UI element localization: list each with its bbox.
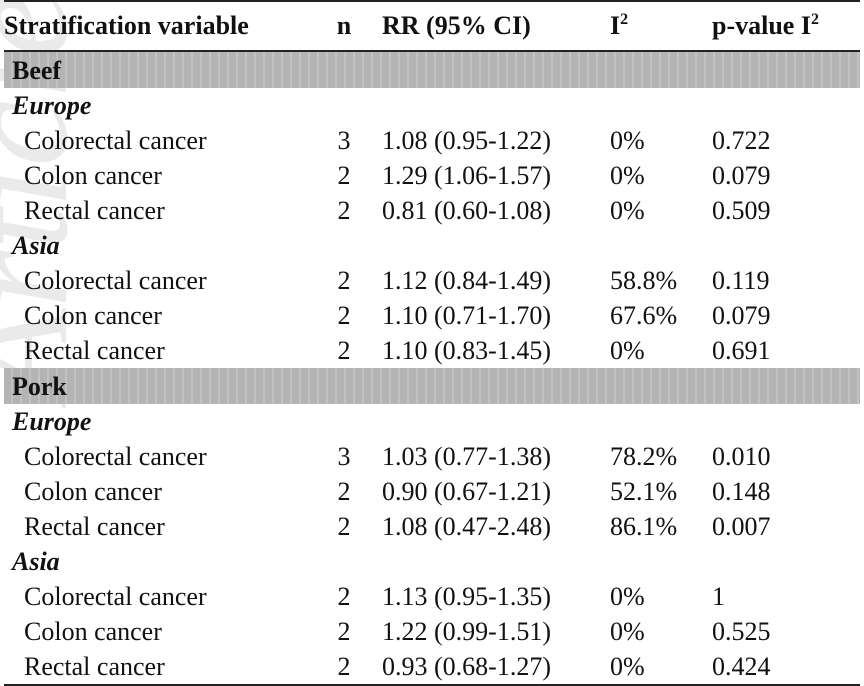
cancer-site: Rectal cancer bbox=[24, 336, 165, 365]
rr-value: 1.08 (0.47-2.48) bbox=[382, 512, 551, 541]
results-table: Stratification variable n RR (95% CI) I2… bbox=[4, 0, 860, 686]
pvalue-value: 0.007 bbox=[712, 512, 771, 541]
pvalue-value: 0.509 bbox=[712, 196, 771, 225]
cancer-site: Rectal cancer bbox=[4, 649, 316, 686]
i2-value: 0% bbox=[610, 126, 645, 155]
cancer-site: Colon cancer bbox=[24, 161, 162, 190]
pvalue-value: 0.119 bbox=[712, 266, 770, 295]
n-value: 3 bbox=[337, 442, 351, 471]
cancer-site: Colorectal cancer bbox=[24, 126, 207, 155]
table-row: Rectal cancer 2 0.81 (0.60-1.08) 0% 0.509 bbox=[4, 193, 860, 228]
col-rr: RR (95% CI) bbox=[372, 1, 602, 52]
n-value: 2 bbox=[337, 301, 351, 330]
region-row: Asia bbox=[4, 544, 860, 579]
n-value: 2 bbox=[337, 582, 351, 611]
rr-value: 1.22 (0.99-1.51) bbox=[382, 617, 551, 646]
group-label: Beef bbox=[4, 51, 860, 88]
i2-value: 67.6% bbox=[610, 301, 678, 330]
rr-value: 1.13 (0.95-1.35) bbox=[382, 582, 551, 611]
n-value: 3 bbox=[337, 126, 351, 155]
rr-value: 1.10 (0.71-1.70) bbox=[382, 301, 551, 330]
cancer-site: Colon cancer bbox=[24, 617, 162, 646]
i2-value: 0% bbox=[610, 617, 645, 646]
region-label: Asia bbox=[12, 231, 60, 260]
i2-value: 52.1% bbox=[610, 477, 678, 506]
n-value: 2 bbox=[337, 161, 351, 190]
pvalue-value: 0.079 bbox=[712, 301, 771, 330]
cancer-site: Colon cancer bbox=[24, 301, 162, 330]
pvalue-value: 0.148 bbox=[712, 477, 771, 506]
i2-value: 86.1% bbox=[610, 512, 678, 541]
i2-value: 0% bbox=[610, 161, 645, 190]
rr-value: 1.29 (1.06-1.57) bbox=[382, 161, 551, 190]
cancer-site: Rectal cancer bbox=[24, 512, 165, 541]
rr-value: 0.93 (0.68-1.27) bbox=[372, 649, 602, 686]
n-value: 2 bbox=[337, 617, 351, 646]
table-row: Colorectal cancer 2 1.13 (0.95-1.35) 0% 1 bbox=[4, 579, 860, 614]
n-value: 2 bbox=[337, 336, 351, 365]
table-row: Rectal cancer 2 1.08 (0.47-2.48) 86.1% 0.007 bbox=[4, 509, 860, 544]
rr-value: 1.10 (0.83-1.45) bbox=[382, 336, 551, 365]
region-label: Europe bbox=[12, 91, 92, 120]
pvalue-value: 0.424 bbox=[712, 649, 860, 686]
n-value: 2 bbox=[337, 266, 351, 295]
region-row: Asia bbox=[4, 228, 860, 263]
cancer-site: Rectal cancer bbox=[24, 196, 165, 225]
cancer-site: Colorectal cancer bbox=[24, 266, 207, 295]
cancer-site: Colorectal cancer bbox=[24, 442, 207, 471]
i2-value: 0% bbox=[610, 196, 645, 225]
table-row: Colorectal cancer 3 1.08 (0.95-1.22) 0% 0.72… bbox=[4, 123, 860, 158]
group-label: Pork bbox=[4, 368, 860, 404]
i2-value: 58.8% bbox=[610, 266, 678, 295]
group-row: Beef bbox=[4, 51, 860, 88]
region-row: Europe bbox=[4, 404, 860, 439]
pvalue-value: 1 bbox=[712, 582, 725, 611]
col-stratification: Stratification variable bbox=[4, 1, 316, 52]
i2-value: 0% bbox=[610, 336, 645, 365]
group-row: Pork bbox=[4, 368, 860, 404]
table-row: Colon cancer 2 1.22 (0.99-1.51) 0% 0.525 bbox=[4, 614, 860, 649]
rr-value: 1.03 (0.77-1.38) bbox=[382, 442, 551, 471]
table-row: Rectal cancer 2 0.93 (0.68-1.27) 0% 0.424 bbox=[4, 649, 860, 686]
rr-value: 1.08 (0.95-1.22) bbox=[382, 126, 551, 155]
cancer-site: Colon cancer bbox=[24, 477, 162, 506]
rr-value: 0.81 (0.60-1.08) bbox=[382, 196, 551, 225]
n-value: 2 bbox=[316, 649, 372, 686]
region-label: Asia bbox=[12, 547, 60, 576]
pvalue-value: 0.722 bbox=[712, 126, 771, 155]
table-row: Rectal cancer 2 1.10 (0.83-1.45) 0% 0.691 bbox=[4, 333, 860, 368]
i2-value: 0% bbox=[602, 649, 712, 686]
n-value: 2 bbox=[337, 196, 351, 225]
i2-value: 0% bbox=[610, 582, 645, 611]
table-row: Colorectal cancer 3 1.03 (0.77-1.38) 78.2% 0… bbox=[4, 439, 860, 474]
region-row: Europe bbox=[4, 88, 860, 123]
table-row: Colon cancer 2 1.10 (0.71-1.70) 67.6% 0.079 bbox=[4, 298, 860, 333]
table-row: Colon cancer 2 1.29 (1.06-1.57) 0% 0.079 bbox=[4, 158, 860, 193]
header-row: Stratification variable n RR (95% CI) I2… bbox=[4, 1, 860, 52]
col-i2: I2 bbox=[602, 1, 712, 52]
pvalue-value: 0.010 bbox=[712, 442, 771, 471]
table-row: Colon cancer 2 0.90 (0.67-1.21) 52.1% 0.148 bbox=[4, 474, 860, 509]
col-pvalue: p-value I2 bbox=[712, 1, 860, 52]
n-value: 2 bbox=[337, 512, 351, 541]
table-row: Colorectal cancer 2 1.12 (0.84-1.49) 58.8% 0… bbox=[4, 263, 860, 298]
pvalue-value: 0.691 bbox=[712, 336, 771, 365]
col-n: n bbox=[316, 1, 372, 52]
n-value: 2 bbox=[337, 477, 351, 506]
rr-value: 0.90 (0.67-1.21) bbox=[382, 477, 551, 506]
pvalue-value: 0.079 bbox=[712, 161, 771, 190]
cancer-site: Colorectal cancer bbox=[24, 582, 207, 611]
rr-value: 1.12 (0.84-1.49) bbox=[382, 266, 551, 295]
i2-value: 78.2% bbox=[610, 442, 678, 471]
region-label: Europe bbox=[12, 407, 92, 436]
pvalue-value: 0.525 bbox=[712, 617, 771, 646]
